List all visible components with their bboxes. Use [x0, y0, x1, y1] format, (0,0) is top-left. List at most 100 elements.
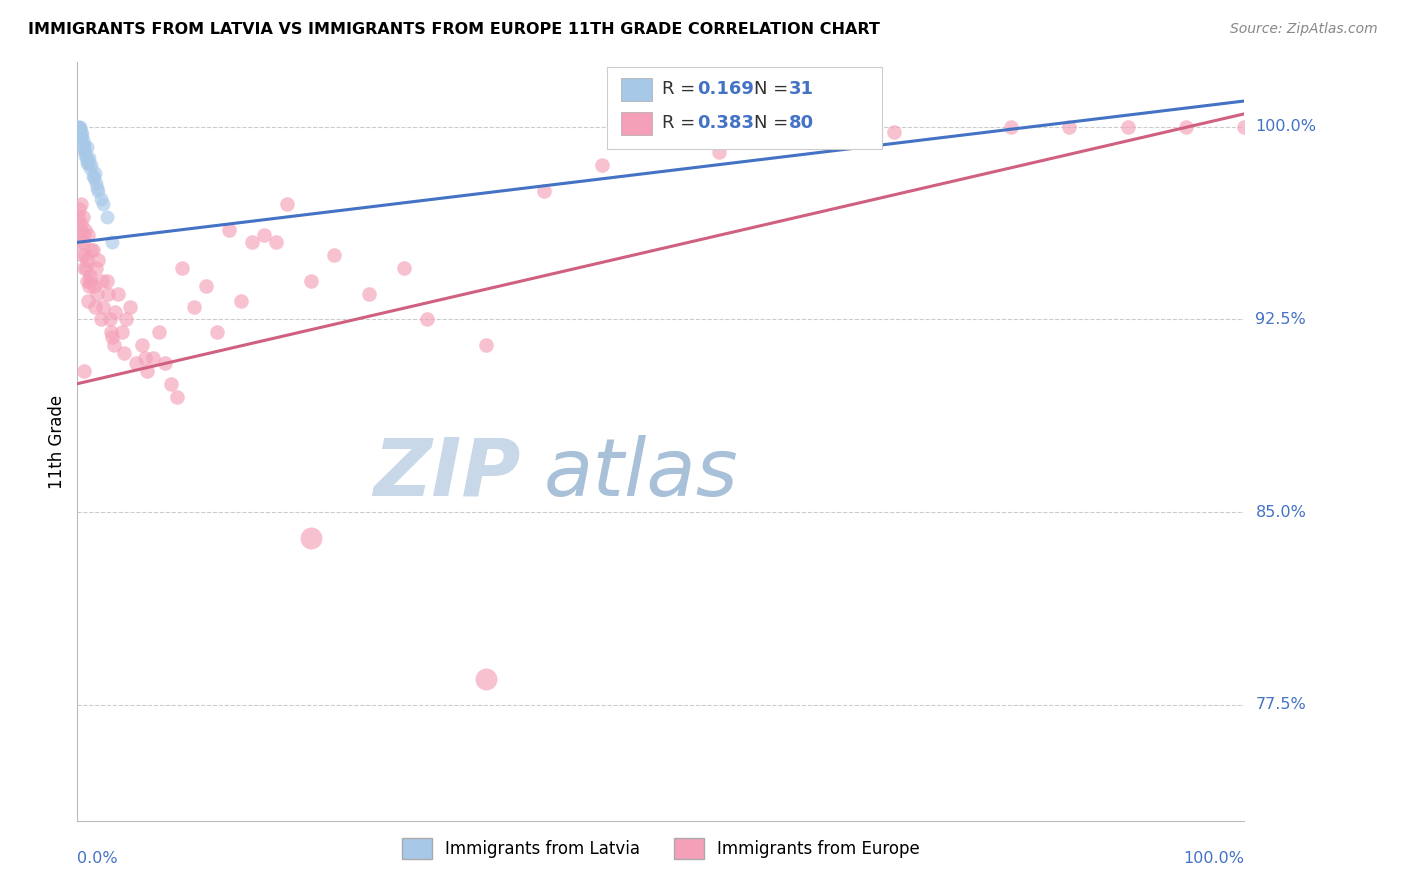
Point [416, 312, 439, 326]
Point [101, 330, 124, 344]
Text: N =: N = [754, 80, 793, 98]
Point [142, 351, 165, 365]
Point [67, 120, 90, 134]
Point [883, 125, 905, 139]
Point [79, 161, 101, 175]
Text: Source: ZipAtlas.com: Source: ZipAtlas.com [1230, 22, 1378, 37]
Point [76, 227, 98, 242]
Point [276, 196, 298, 211]
Point [111, 326, 134, 340]
Point [136, 364, 159, 378]
Point [76, 253, 98, 268]
Point [709, 145, 731, 160]
Point [69, 235, 91, 250]
Point [70, 130, 93, 145]
Point [253, 227, 276, 242]
Point [76, 140, 98, 154]
Point [83, 279, 105, 293]
Text: 80: 80 [789, 114, 814, 132]
Point [101, 235, 124, 250]
Point [69, 222, 91, 236]
Text: 31: 31 [789, 80, 814, 98]
Point [80, 243, 103, 257]
Point [100, 326, 122, 340]
Point [1057, 120, 1080, 134]
Point [96, 274, 118, 288]
Point [475, 673, 498, 687]
Point [86, 286, 108, 301]
Point [766, 120, 789, 134]
Text: N =: N = [754, 114, 793, 132]
Point [77, 155, 100, 169]
Point [75, 145, 97, 160]
Point [90, 274, 112, 288]
Point [73, 227, 96, 242]
Point [83, 300, 105, 314]
Point [533, 184, 555, 198]
Point [67, 210, 90, 224]
Point [124, 356, 148, 370]
Point [73, 248, 96, 262]
Point [70, 128, 93, 142]
Point [70, 218, 93, 232]
Point [166, 390, 188, 404]
Point [104, 304, 127, 318]
Point [1175, 120, 1198, 134]
Point [79, 274, 101, 288]
Point [76, 274, 98, 288]
Point [76, 155, 98, 169]
Point [76, 294, 98, 309]
Point [84, 176, 107, 190]
Point [107, 286, 129, 301]
Point [76, 153, 98, 167]
Point [72, 132, 94, 146]
Point [70, 248, 93, 262]
Point [86, 181, 108, 195]
Point [73, 143, 96, 157]
Point [80, 158, 103, 172]
Point [1116, 120, 1139, 134]
Point [112, 346, 135, 360]
Point [264, 235, 287, 250]
Point [83, 166, 105, 180]
Point [72, 137, 94, 152]
Y-axis label: 11th Grade: 11th Grade [48, 394, 66, 489]
Point [97, 286, 120, 301]
Point [82, 169, 104, 183]
Point [72, 210, 94, 224]
Point [98, 312, 121, 326]
Point [115, 312, 138, 326]
Point [207, 326, 229, 340]
Point [90, 192, 112, 206]
Point [90, 312, 112, 326]
Point [118, 300, 141, 314]
Text: 0.0%: 0.0% [77, 851, 118, 866]
Point [323, 248, 346, 262]
Point [87, 253, 110, 268]
Point [357, 286, 380, 301]
Point [650, 132, 672, 146]
Text: atlas: atlas [544, 434, 740, 513]
Point [73, 261, 96, 276]
Point [148, 326, 170, 340]
Point [159, 376, 181, 391]
Text: 85.0%: 85.0% [1256, 505, 1306, 520]
Point [134, 351, 156, 365]
Point [73, 137, 96, 152]
Point [131, 338, 153, 352]
Text: R =: R = [662, 114, 702, 132]
Legend: Immigrants from Latvia, Immigrants from Europe: Immigrants from Latvia, Immigrants from … [395, 831, 927, 865]
Point [75, 151, 97, 165]
Point [87, 184, 110, 198]
Point [172, 261, 194, 276]
Point [73, 364, 96, 378]
Point [79, 268, 101, 283]
Point [96, 210, 118, 224]
Point [75, 222, 97, 236]
Text: IMMIGRANTS FROM LATVIA VS IMMIGRANTS FROM EUROPE 11TH GRADE CORRELATION CHART: IMMIGRANTS FROM LATVIA VS IMMIGRANTS FRO… [28, 22, 880, 37]
Point [69, 122, 91, 136]
Point [72, 235, 94, 250]
Point [218, 222, 240, 236]
Point [82, 243, 104, 257]
Point [299, 274, 322, 288]
